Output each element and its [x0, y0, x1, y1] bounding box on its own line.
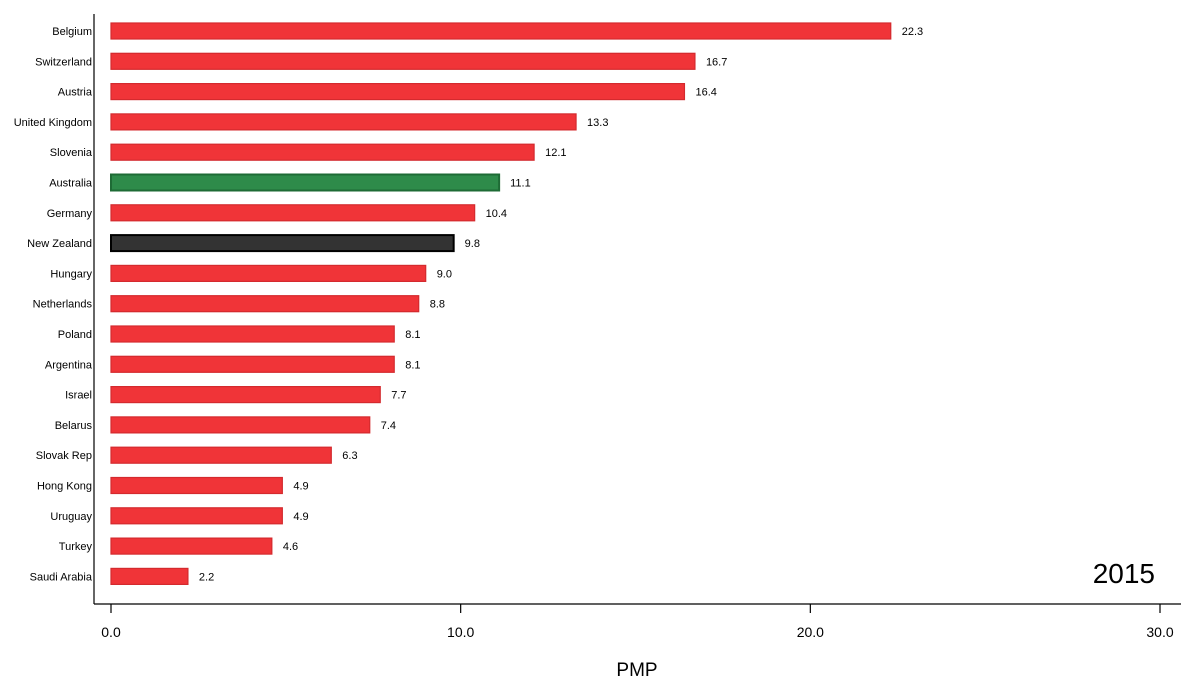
value-label: 16.7 [706, 56, 727, 68]
value-label: 4.9 [293, 481, 308, 493]
value-label: 13.3 [587, 117, 608, 129]
x-ticks-group: 0.0 10.0 20.0 30.0 [101, 604, 1174, 640]
value-label: 22.3 [902, 26, 923, 38]
category-label: Uruguay [50, 511, 92, 523]
bar-israel [110, 386, 381, 404]
category-label: Germany [47, 208, 93, 220]
bar-united-kingdom [110, 113, 577, 131]
bar-belgium [110, 22, 892, 40]
bar-turkey [110, 537, 273, 555]
value-label: 12.1 [545, 147, 566, 159]
bar-switzerland [110, 52, 696, 70]
x-tick-label: 0.0 [101, 624, 121, 640]
bar-hong-kong [110, 476, 283, 495]
year-annotation: 2015 [1093, 558, 1155, 589]
value-label: 8.1 [405, 329, 420, 341]
value-label: 9.8 [465, 238, 480, 250]
bars-group: Belgium 22.3 Switzerland 16.7 Austria 16.4 Uni… [14, 22, 923, 586]
bar-australia [110, 173, 501, 192]
category-label: Turkey [59, 541, 93, 553]
bar-saudi-arabia [110, 567, 189, 586]
value-label: 6.3 [342, 450, 357, 462]
category-label: Hong Kong [37, 481, 92, 493]
bar-argentina [110, 355, 395, 373]
category-label: Argentina [45, 359, 93, 371]
bar-slovenia [110, 143, 535, 161]
category-label: Hungary [50, 268, 92, 280]
category-label: Switzerland [35, 56, 92, 68]
category-label: Belarus [55, 420, 93, 432]
category-label: Slovak Rep [36, 450, 92, 462]
x-tick-label: 30.0 [1146, 624, 1173, 640]
category-label: Slovenia [50, 147, 93, 159]
bar-netherlands [110, 295, 420, 313]
bar-new-zealand [110, 234, 455, 253]
bar-austria [110, 82, 686, 101]
category-label: New Zealand [27, 238, 92, 250]
value-label: 16.4 [695, 87, 716, 99]
value-label: 4.9 [293, 511, 308, 523]
category-label: Israel [65, 390, 92, 402]
x-axis-title: PMP [616, 660, 657, 681]
category-label: United Kingdom [14, 117, 92, 129]
bar-slovak-rep [110, 446, 332, 464]
category-label: Netherlands [33, 299, 93, 311]
value-label: 4.6 [283, 541, 298, 553]
category-label: Saudi Arabia [30, 571, 93, 583]
category-label: Austria [58, 87, 93, 99]
value-label: 8.8 [430, 299, 445, 311]
value-label: 2.2 [199, 571, 214, 583]
value-label: 7.4 [381, 420, 396, 432]
category-label: Belgium [52, 26, 92, 38]
x-tick-label: 20.0 [797, 624, 824, 640]
category-label: Poland [58, 329, 92, 341]
bar-belarus [110, 416, 371, 434]
bar-germany [110, 204, 476, 222]
value-label: 8.1 [405, 359, 420, 371]
value-label: 11.1 [510, 178, 531, 190]
value-label: 9.0 [437, 268, 452, 280]
bar-uruguay [110, 507, 283, 525]
axes-group [93, 14, 1181, 605]
bar-hungary [110, 264, 427, 282]
value-label: 7.7 [391, 390, 406, 402]
bar-poland [110, 325, 395, 343]
category-label: Australia [49, 178, 93, 190]
value-label: 10.4 [486, 208, 507, 220]
x-tick-label: 10.0 [447, 624, 474, 640]
